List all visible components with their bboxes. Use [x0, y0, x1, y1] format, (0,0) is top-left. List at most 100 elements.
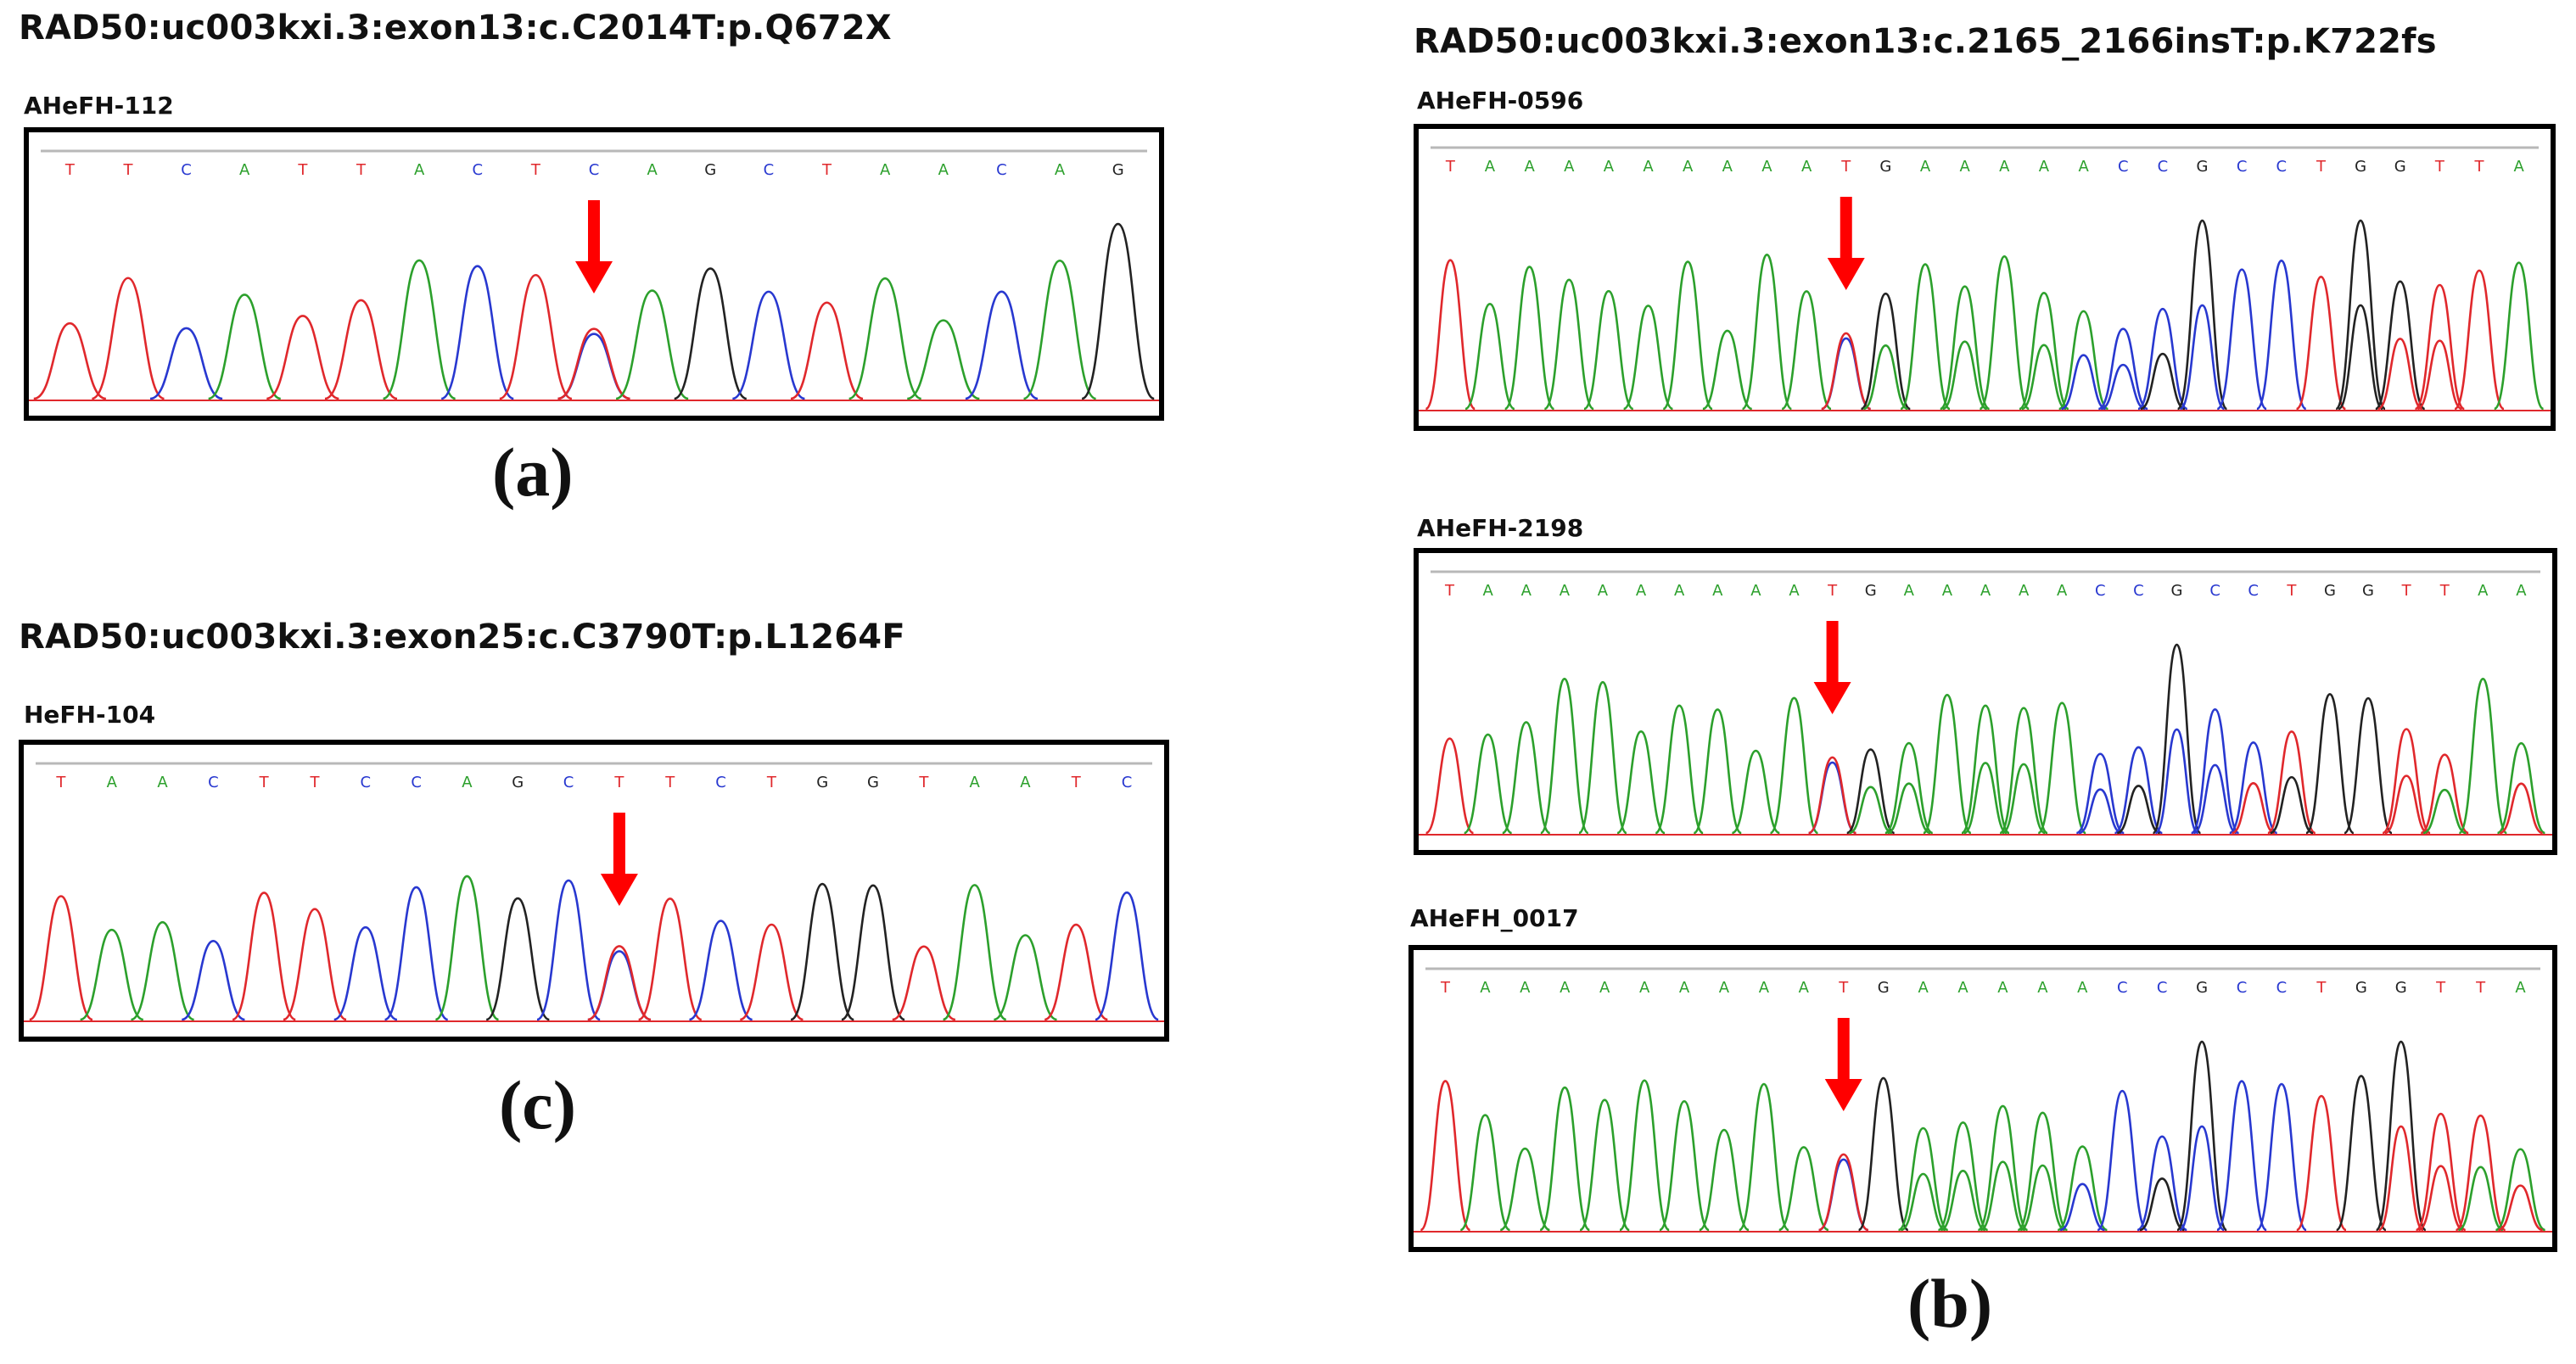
trace-peak: [2114, 746, 2163, 835]
base-call-letter: T: [356, 161, 367, 179]
trace-peak: [485, 897, 550, 1021]
trace-peak: [2021, 344, 2067, 411]
base-call-letter: T: [2439, 582, 2450, 600]
trace-peak: [1044, 923, 1108, 1021]
base-call-letter: C: [2237, 158, 2248, 176]
trace-peak: [1900, 263, 1951, 411]
trace-peak: [2229, 741, 2278, 835]
base-call-letter: A: [107, 774, 118, 791]
trace-peak: [906, 319, 980, 400]
trace-peak: [434, 875, 500, 1021]
trace-peak: [2256, 1082, 2307, 1232]
trace-peak: [615, 289, 689, 400]
trace-peak: [130, 920, 195, 1021]
base-call-letter: A: [1679, 979, 1690, 997]
base-call-letter: A: [1598, 582, 1609, 600]
base-call-letter: C: [589, 161, 600, 179]
base-call-letter: C: [2248, 582, 2259, 600]
base-call-letter: T: [64, 161, 76, 179]
mutation-arrow-shaft: [588, 200, 600, 266]
base-call-letter: A: [1942, 582, 1953, 600]
trace-peak: [208, 293, 282, 400]
panel-b-letter: (b): [1907, 1265, 1993, 1342]
base-call-letter: A: [969, 774, 980, 791]
panel-b-sample-label-2: AHeFH-2198: [1417, 514, 1584, 542]
panel-c-letter: (c): [499, 1066, 577, 1143]
base-call-letter: A: [2077, 979, 2088, 997]
base-call-letter: C: [715, 774, 726, 791]
base-call-letter: A: [1801, 158, 1812, 176]
base-call-letter: A: [938, 161, 949, 179]
trace-peak: [2097, 1089, 2148, 1232]
mutation-arrow-shaft: [613, 813, 625, 879]
trace-peak: [993, 934, 1057, 1021]
trace-peak: [2416, 339, 2462, 411]
trace-peak: [1622, 305, 1674, 411]
trace-peak: [2455, 1114, 2506, 1232]
trace-peak: [283, 908, 347, 1021]
trace-peak: [1539, 1086, 1591, 1232]
trace-peak: [2458, 678, 2508, 835]
base-call-letter: T: [310, 774, 321, 791]
mutation-arrow-head: [1824, 1079, 1862, 1111]
trace-peak: [1977, 1104, 2029, 1232]
mutation-arrow-shaft: [1840, 197, 1852, 263]
trace-peak: [1577, 680, 1628, 835]
base-call-letter: T: [1838, 979, 1849, 997]
base-call-letter: A: [1712, 582, 1723, 600]
trace-peak: [1846, 748, 1896, 835]
base-call-letter: T: [2401, 582, 2412, 600]
trace-peak: [1023, 259, 1097, 400]
panel-b-sample-label-1: AHeFH-0596: [1417, 87, 1584, 115]
base-call-letter: C: [2157, 979, 2168, 997]
base-call-letter: G: [816, 774, 828, 791]
trace-peak: [1980, 1160, 2026, 1232]
base-call-letter: A: [1918, 979, 1929, 997]
base-call-letter: C: [2095, 582, 2106, 600]
trace-peak: [2154, 728, 2199, 835]
trace-peak: [841, 884, 905, 1021]
trace-peak: [1459, 1114, 1511, 1232]
trace-peak: [1900, 1172, 1946, 1232]
trace-peak: [2176, 219, 2228, 411]
base-call-letter: T: [297, 161, 308, 179]
base-call-letter: C: [361, 774, 372, 791]
base-call-letter: C: [2133, 582, 2144, 600]
trace-peak: [232, 892, 296, 1021]
base-call-letter: C: [2276, 979, 2288, 997]
trace-peak: [2304, 692, 2355, 835]
trace-peak: [1425, 737, 1475, 835]
base-call-letter: A: [2039, 158, 2050, 176]
trace-peak: [892, 945, 956, 1021]
base-call-letter: T: [2316, 158, 2327, 176]
trace-peak: [2019, 292, 2069, 411]
trace-peak: [1731, 749, 1780, 835]
trace-peak: [384, 886, 449, 1021]
trace-peak: [2179, 1125, 2225, 1232]
trace-peak: [2100, 363, 2146, 411]
base-call-letter: G: [1878, 979, 1890, 997]
trace-peak: [2338, 304, 2383, 411]
trace-peak: [2375, 1040, 2428, 1232]
trace-peak: [1979, 254, 2030, 411]
trace-peak: [1504, 266, 1555, 411]
trace-peak: [965, 290, 1039, 400]
trace-peak: [1095, 891, 1159, 1021]
base-call-letter: G: [1112, 161, 1124, 179]
trace-peak: [587, 945, 652, 1021]
trace-peak: [2061, 354, 2107, 411]
trace-peak: [33, 321, 107, 400]
base-call-letter: A: [1957, 979, 1968, 997]
trace-peak: [2417, 1165, 2464, 1232]
base-call-letter: A: [1020, 774, 1031, 791]
base-call-letter: A: [1480, 979, 1491, 997]
trace-peak: [2267, 730, 2316, 835]
base-call-letter: A: [1722, 158, 1733, 176]
base-call-letter: G: [2355, 158, 2366, 176]
base-call-letter: A: [880, 161, 891, 179]
panel-a-sample-label: AHeFH-112: [24, 92, 174, 120]
base-call-letter: T: [1440, 979, 1451, 997]
